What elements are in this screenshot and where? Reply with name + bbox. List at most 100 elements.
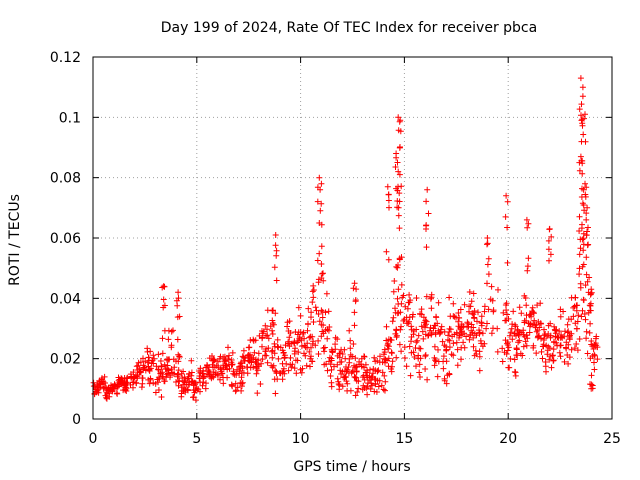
roti-point xyxy=(503,300,510,307)
roti-point xyxy=(490,307,497,314)
roti-point xyxy=(394,159,401,166)
roti-point xyxy=(103,384,110,391)
roti-point xyxy=(499,358,506,365)
roti-point xyxy=(339,351,346,357)
roti-point xyxy=(101,373,108,380)
roti-point xyxy=(197,388,203,395)
roti-point xyxy=(590,346,597,352)
roti-point xyxy=(582,180,588,187)
roti-point xyxy=(252,337,259,344)
roti-point xyxy=(318,275,325,281)
roti-point xyxy=(395,204,402,211)
roti-point xyxy=(471,308,478,314)
roti-point xyxy=(550,352,556,359)
roti-point xyxy=(304,340,311,347)
roti-point xyxy=(506,332,513,339)
roti-point xyxy=(317,186,324,193)
roti-point xyxy=(319,270,326,277)
roti-point xyxy=(393,334,400,341)
roti-point xyxy=(548,364,555,371)
roti-point xyxy=(563,345,570,352)
roti-point xyxy=(190,380,197,387)
roti-point xyxy=(130,369,137,376)
roti-point xyxy=(240,369,247,376)
roti-point xyxy=(161,378,168,385)
roti-point xyxy=(397,309,404,316)
roti-point xyxy=(411,354,418,360)
roti-point xyxy=(524,263,531,270)
roti-point xyxy=(174,302,181,309)
roti-point xyxy=(572,294,579,301)
roti-point xyxy=(379,369,386,376)
roti-point xyxy=(383,323,390,330)
roti-point xyxy=(341,368,348,374)
roti-point xyxy=(327,361,334,368)
roti-point xyxy=(401,355,408,361)
roti-point xyxy=(580,202,587,208)
roti-point xyxy=(576,265,583,272)
roti-point xyxy=(557,334,564,341)
roti-point xyxy=(584,204,591,211)
roti-point xyxy=(385,343,392,350)
roti-point xyxy=(579,93,586,100)
roti-point xyxy=(140,366,147,373)
roti-point xyxy=(533,350,540,357)
roti-point xyxy=(204,371,210,378)
roti-point xyxy=(236,370,243,377)
roti-point xyxy=(408,338,414,345)
roti-point xyxy=(423,318,430,325)
roti-point xyxy=(238,387,245,394)
roti-point xyxy=(573,341,580,347)
roti-point xyxy=(320,322,327,329)
roti-point xyxy=(545,331,552,337)
roti-point xyxy=(476,348,483,355)
roti-point xyxy=(309,333,316,340)
x-tick-label: 25 xyxy=(603,431,621,447)
roti-point xyxy=(455,310,462,316)
roti-point xyxy=(423,293,430,300)
roti-point xyxy=(402,303,409,310)
roti-point xyxy=(523,342,530,349)
roti-point xyxy=(239,365,246,372)
roti-point xyxy=(158,394,165,400)
roti-point xyxy=(390,288,397,295)
roti-point xyxy=(530,342,537,349)
roti-point xyxy=(332,341,339,348)
roti-point xyxy=(269,307,276,314)
roti-point xyxy=(352,364,359,371)
roti-point xyxy=(346,327,353,334)
roti-point xyxy=(583,216,590,223)
roti-point xyxy=(341,374,348,381)
roti-point xyxy=(325,308,332,315)
x-axis-label: GPS time / hours xyxy=(293,459,410,475)
roti-point xyxy=(352,374,359,381)
roti-point xyxy=(439,338,446,345)
roti-point xyxy=(254,390,261,397)
roti-point xyxy=(178,370,185,377)
roti-point xyxy=(539,355,546,362)
roti-point xyxy=(415,332,422,339)
roti-point xyxy=(478,322,485,329)
roti-point xyxy=(509,336,516,343)
roti-point xyxy=(328,357,335,364)
roti-point xyxy=(545,246,552,253)
roti-point xyxy=(147,375,154,382)
roti-point xyxy=(504,311,510,318)
roti-point xyxy=(548,233,555,240)
roti-point xyxy=(351,280,358,287)
roti-point xyxy=(588,372,595,379)
roti-point xyxy=(171,364,178,371)
roti-point xyxy=(588,341,595,348)
roti-point xyxy=(504,224,511,231)
roti-point xyxy=(246,353,253,360)
roti-point xyxy=(310,319,317,325)
roti-point xyxy=(440,365,447,372)
roti-point xyxy=(113,390,120,397)
roti-point xyxy=(578,313,585,320)
roti-point xyxy=(579,307,586,314)
roti-point xyxy=(338,358,345,365)
roti-point xyxy=(352,298,359,305)
roti-point xyxy=(396,190,403,197)
roti-point xyxy=(427,295,434,302)
roti-point xyxy=(354,389,361,395)
